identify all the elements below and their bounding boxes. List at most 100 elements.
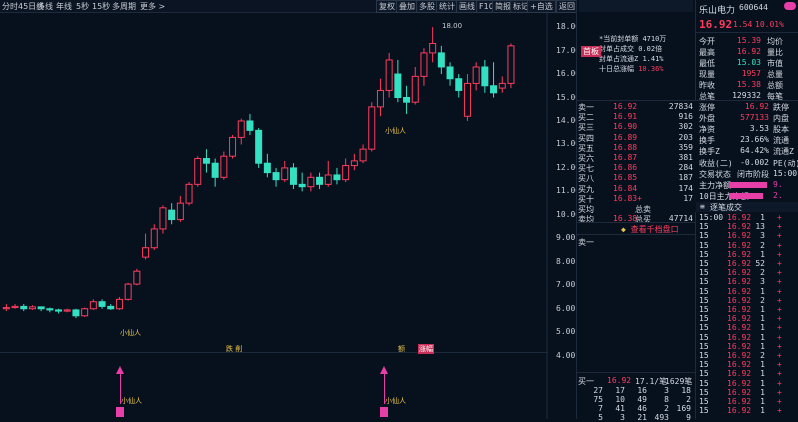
candle-body <box>2 307 10 310</box>
stat-label: 今开 <box>699 37 715 46</box>
candle <box>472 62 480 91</box>
candle <box>429 27 437 63</box>
fund-flow-bar <box>729 181 767 188</box>
tab-more[interactable]: 更多 > <box>140 2 166 11</box>
tick-time: 15 <box>699 295 709 305</box>
kline-svg <box>2 13 548 419</box>
tick-vol: 1 <box>760 387 765 397</box>
btn-add-watch[interactable]: +自选 <box>527 0 556 13</box>
tick-time: 15 <box>699 406 709 416</box>
candle-body <box>115 298 123 310</box>
max-price-label: 18.00 <box>442 22 463 30</box>
candle-body <box>472 66 480 84</box>
tick-time: 15 <box>699 378 709 388</box>
tab-45day[interactable]: 45日线 <box>18 2 45 11</box>
tick-vol: 1 <box>760 213 765 222</box>
candle-body <box>307 176 315 188</box>
side-label-2: 跌停 <box>773 103 789 112</box>
stat-label-2: 总量 <box>767 70 783 79</box>
price-axis-label: 5.00 <box>556 327 576 337</box>
tab-5s[interactable]: 5秒 <box>76 2 90 11</box>
queue-cell: 3 <box>620 413 625 422</box>
price-axis-label: 18.00 <box>556 22 581 32</box>
side-value: 577133 <box>740 113 769 123</box>
kline-chart[interactable] <box>0 13 548 419</box>
queue-cell: 27 <box>593 386 603 395</box>
divider <box>695 212 696 419</box>
stat-value: 16.92 <box>736 47 761 56</box>
book-level-vol[interactable]: 17 <box>683 193 693 203</box>
tick-time: 15 <box>699 249 709 259</box>
price-axis-label: 8.00 <box>556 256 576 266</box>
book-level-vol[interactable]: 27834 <box>668 102 693 111</box>
side-label: 交易状态 <box>699 169 731 179</box>
btn-overlay[interactable]: 叠加 <box>396 0 418 13</box>
candle <box>507 43 515 89</box>
book-level-vol[interactable]: 284 <box>678 163 693 173</box>
candle-body <box>55 309 63 312</box>
queue-cell: 9 <box>686 413 691 422</box>
candle-body <box>185 183 193 204</box>
side-label: 换手Z <box>699 147 720 157</box>
tab-multi[interactable]: 多线 <box>37 2 53 11</box>
candle-body <box>220 155 228 178</box>
total-vol: 47714 <box>668 214 693 223</box>
price-axis-label: 4.00 <box>556 350 576 360</box>
toggle-icon[interactable] <box>784 2 796 10</box>
book-level-vol[interactable]: 203 <box>678 132 693 142</box>
total-label: 买均 <box>578 205 594 214</box>
buy-one-vol: 1629笔 <box>665 377 693 386</box>
candle <box>142 233 150 260</box>
candle <box>246 113 254 136</box>
tab-fenshi[interactable]: 分时 <box>2 2 18 11</box>
book-level-price: 16.92 <box>613 102 638 111</box>
candle <box>150 224 158 251</box>
queue-cell: 7 <box>598 404 603 413</box>
candle <box>194 156 202 187</box>
bottom-tag-2: 额 <box>398 345 405 353</box>
stat-value: 15.39 <box>736 36 761 45</box>
tick-vol: 2 <box>760 240 765 250</box>
quote-panel: *当前封单额 4710万 封单占成交 0.02倍 封单占流通Z 1.41% 十日… <box>576 0 798 422</box>
candle-body <box>429 43 437 54</box>
btn-fuquan[interactable]: 复权 <box>376 0 398 13</box>
price-change-pct: 10.01% <box>755 20 784 29</box>
seal-info-box: *当前封单额 4710万 封单占成交 0.02倍 封单占流通Z 1.41% 十日… <box>577 0 696 100</box>
buy-one-label: 买一 <box>578 377 594 386</box>
book-level-vol[interactable]: 302 <box>678 122 693 132</box>
btn-draw[interactable]: 画线 <box>456 0 478 13</box>
stat-label-2: 量比 <box>767 48 783 57</box>
book-level-label: 买八 <box>578 174 594 184</box>
candle-body <box>11 305 19 309</box>
first-board-badge: 首板 <box>581 46 601 57</box>
candle-body <box>272 172 280 181</box>
book-level-vol[interactable]: 174 <box>678 183 693 193</box>
tick-price: 16.92 <box>727 351 752 360</box>
stat-label-2: 市值 <box>767 59 783 68</box>
side-label: 净资 <box>699 125 715 135</box>
candle <box>133 268 141 286</box>
book-level-vol[interactable]: 916 <box>678 112 693 122</box>
candle <box>420 48 428 86</box>
book-level-vol[interactable]: 187 <box>678 173 693 183</box>
tab-15s[interactable]: 15秒 <box>92 2 111 11</box>
book-level-vol[interactable]: 381 <box>678 153 693 162</box>
btn-stats[interactable]: 统计 <box>436 0 458 13</box>
stat-label-2: 每笔 <box>767 92 783 101</box>
tab-multiperiod[interactable]: 多周期 <box>112 2 136 11</box>
btn-back[interactable]: 返回 <box>556 0 578 13</box>
side-label: 外盘 <box>699 114 715 124</box>
view-queue-button[interactable]: ◆ 查看千档盘口 <box>621 225 679 234</box>
candle-body <box>20 305 28 310</box>
queue-cell: 46 <box>637 404 647 413</box>
tab-year[interactable]: 年线 <box>56 2 72 11</box>
candle <box>11 304 19 309</box>
tick-price: 16.92 <box>727 397 752 406</box>
candle <box>176 196 184 222</box>
panel-divider <box>0 352 548 353</box>
side-label: 收益(二) <box>699 158 733 168</box>
candle-body <box>403 97 411 103</box>
signal-marker-2 <box>380 366 388 374</box>
btn-multistock[interactable]: 多股 <box>416 0 438 13</box>
book-level-vol[interactable]: 359 <box>678 142 693 152</box>
